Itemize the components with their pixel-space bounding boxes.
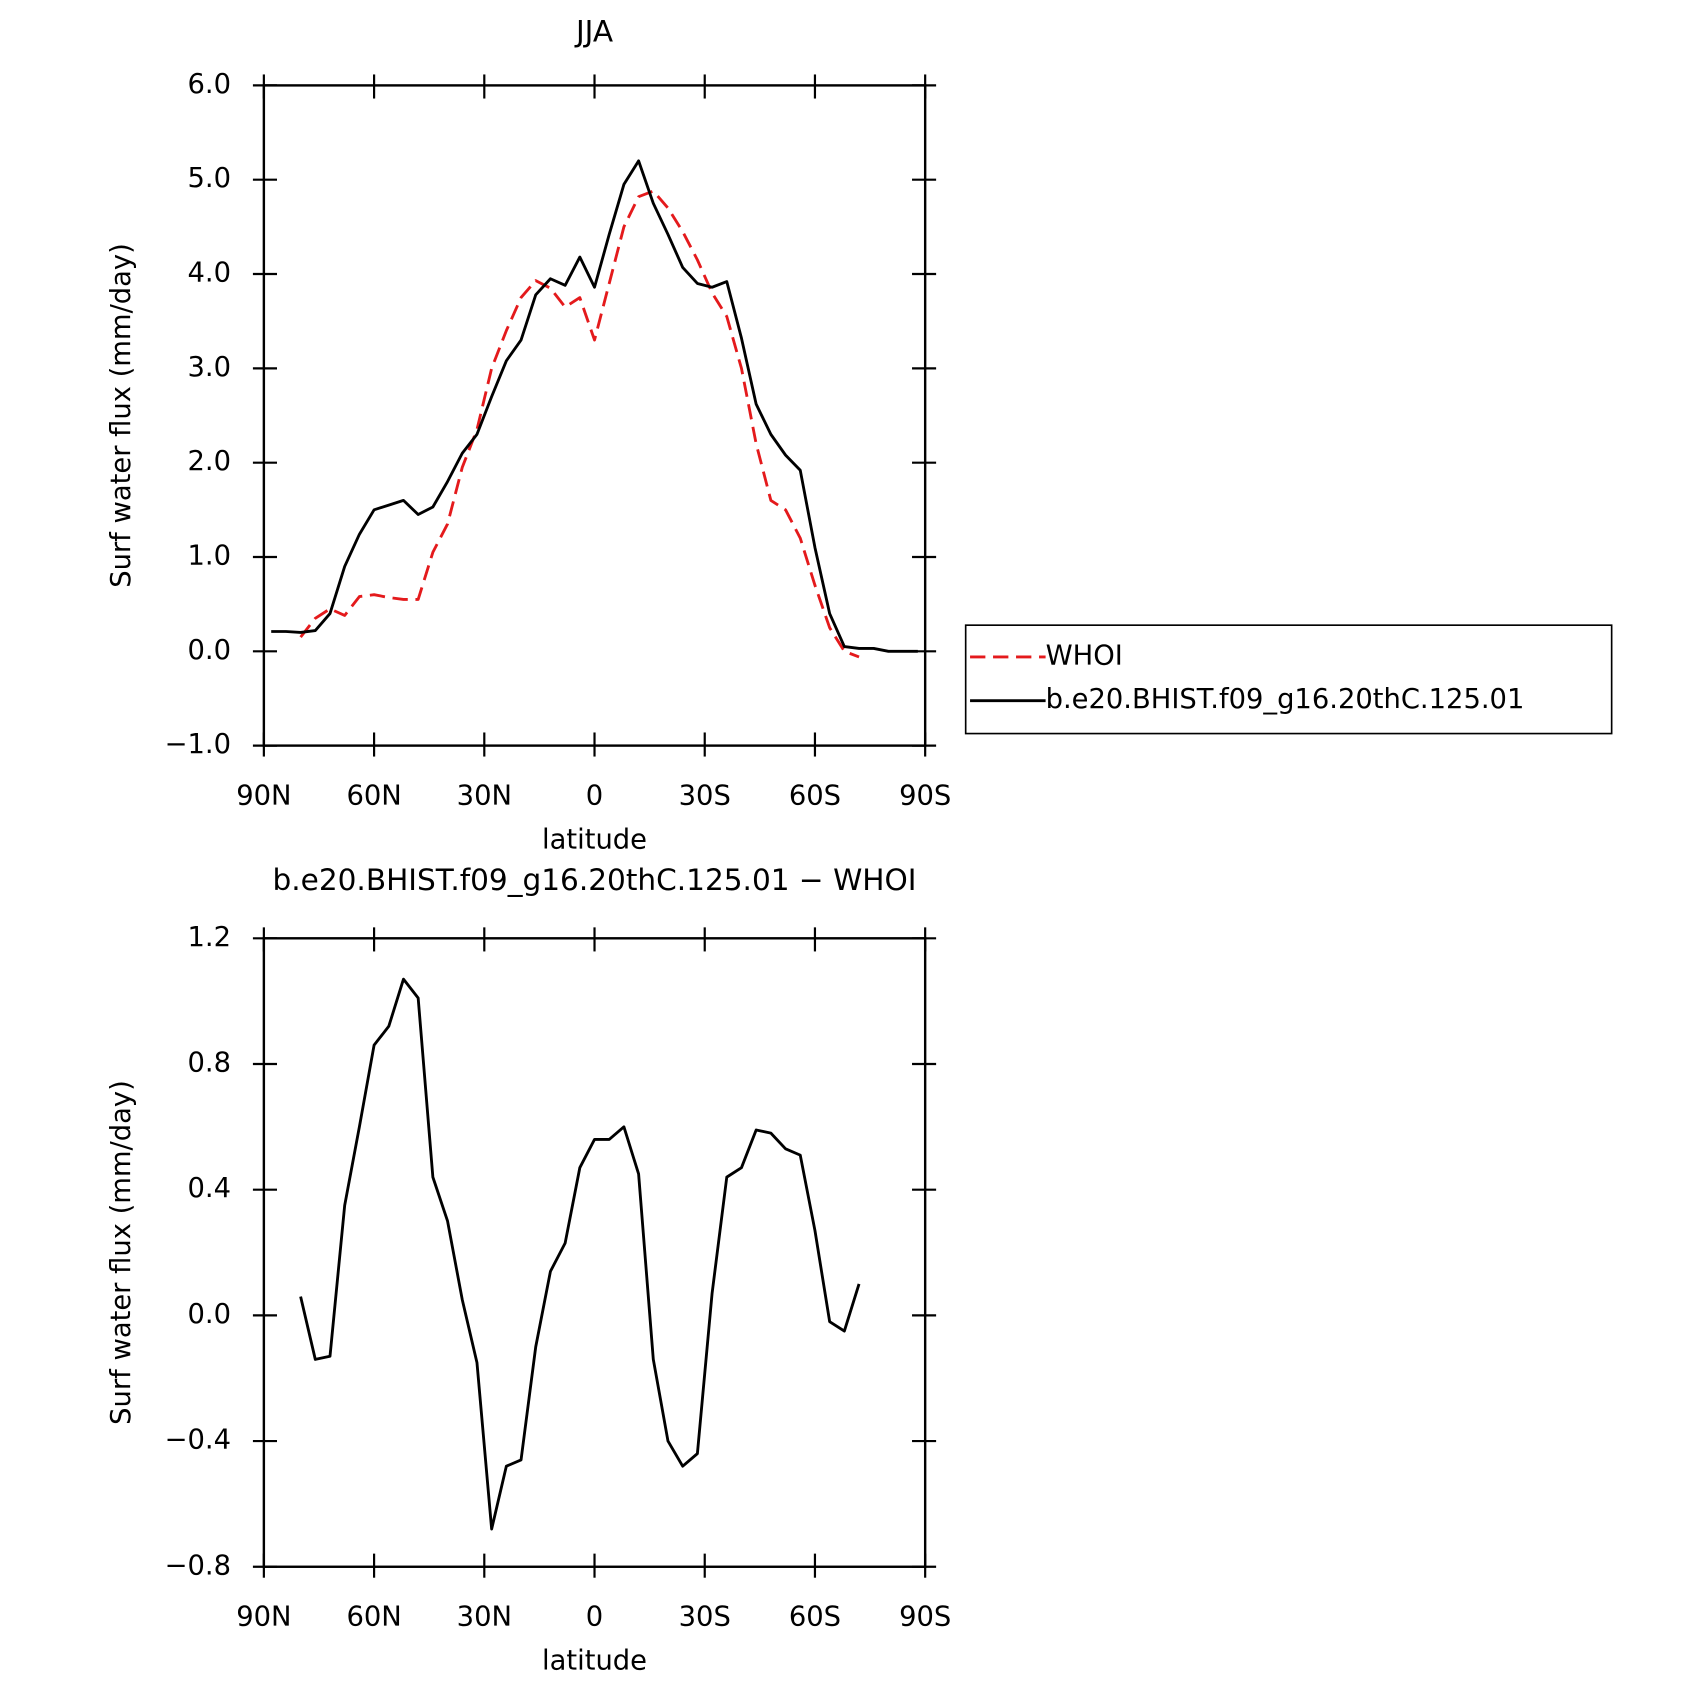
legend-label: b.e20.BHIST.f09_g16.20thC.125.01 [1046,684,1525,715]
y-axis-label: Surf water flux (mm/day) [106,1080,137,1425]
y-tick-label: 6.0 [188,69,232,100]
y-tick-label: −0.4 [165,1425,231,1456]
y-tick-label: 2.0 [188,446,232,477]
y-tick-label: 4.0 [188,258,232,289]
y-tick-label: −1.0 [165,729,231,760]
data-line [271,159,918,653]
x-tick-label: 90S [899,781,951,812]
x-axis-label: latitude [542,824,647,855]
y-tick-label: 1.2 [188,922,232,953]
x-tick-label: 30N [457,1602,512,1633]
y-tick-label: 0.0 [188,635,232,666]
x-tick-label: 90N [236,1602,291,1633]
y-tick-label: 3.0 [188,352,232,383]
x-tick-label: 60S [789,1602,841,1633]
data-line [299,977,861,1531]
plot-frame [262,937,927,1568]
x-tick-label: 90S [899,1602,951,1633]
legend: WHOI b.e20.BHIST.f09_g16.20thC.125.01 [964,624,1613,735]
y-tick-label: 0.8 [188,1047,232,1078]
y-axis-label: Surf water flux (mm/day) [106,243,137,588]
y-tick-label: 0.4 [188,1173,232,1204]
x-tick-label: 30S [679,1602,731,1633]
x-tick-label: 30S [679,781,731,812]
y-tick-label: −0.8 [165,1550,231,1581]
legend-label: WHOI [1046,640,1123,671]
x-axis-label: latitude [542,1646,647,1677]
y-tick-label: 0.0 [188,1299,232,1330]
chart-title: JJA [574,14,613,48]
x-tick-label: 60N [346,781,401,812]
x-tick-label: 30N [457,781,512,812]
y-tick-label: 1.0 [188,540,232,571]
chart-title: b.e20.BHIST.f09_g16.20thC.125.01 − WHOI [273,863,917,897]
x-tick-label: 0 [586,781,603,812]
x-tick-label: 90N [236,781,291,812]
plot-frame [262,84,927,747]
y-tick-label: 5.0 [188,163,232,194]
data-line [299,189,860,659]
x-tick-label: 60S [789,781,841,812]
legend-box [964,624,1613,735]
x-tick-label: 0 [586,1602,603,1633]
x-tick-label: 60N [346,1602,401,1633]
